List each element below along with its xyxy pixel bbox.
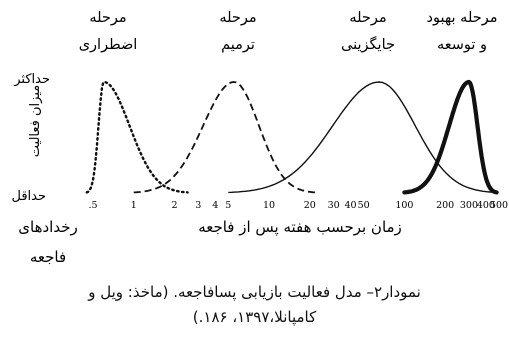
y-max-label: حداکثر [13,72,50,87]
phase-title-3-line-2: جایگزینی [341,36,395,53]
x-tick-label: 3 [195,200,201,211]
y-axis-label: میزان فعالیت [28,85,43,157]
x-tick-label: 5 [225,200,231,211]
phase-curve-4 [402,79,499,195]
phase-title-2-line-2: ترمیم [221,37,255,53]
figure-caption-line2: کامپانلا،۱۳۹۷، ۱۸۶.) [192,308,317,326]
phase-title-4-line-2: و توسعه [437,37,487,53]
phase-title-1-line-1: مرحله [89,10,126,26]
x-tick-label: 200 [436,200,454,211]
x-tick-label: 300 [460,200,478,211]
x-tick-label: 400 [477,200,495,211]
x-origin-label-line-1: رخدادهای [18,218,77,236]
phase-curve-3 [228,81,497,194]
x-axis-label: زمان برحسب هفته پس از فاجعه [198,218,402,237]
x-tick-label: 20 [304,200,316,211]
x-origin-label-line-2: فاجعه [30,248,66,266]
x-tick-label: 10 [263,200,275,211]
phase-curve-1 [85,80,189,194]
phase-curve-2 [133,81,316,194]
x-tick-label: 50 [358,200,370,211]
phase-title-1-line-2: اضطراری [79,37,138,53]
x-tick-label: 100 [395,200,413,211]
x-tick-label: 4 [212,200,218,211]
phase-curves [85,79,499,195]
figure-caption-line1: نمودار۲– مدل فعالیت بازیابی پسافاجعه. (م… [88,283,421,301]
x-tick-label: 30 [328,200,340,211]
x-tick-label: 40 [345,200,357,211]
x-origin-label: رخدادهای فاجعه [18,218,77,266]
x-tick-label: 500 [490,200,508,211]
phase-titles: مرحله اضطراری مرحله ترمیم مرحله جایگزینی مرحله… [79,10,498,53]
phase-title-2-line-1: مرحله [219,10,256,26]
phase-title-4-line-1: مرحله بهبود [427,10,498,26]
x-tick-label: .5 [88,200,97,211]
phase-title-3-line-1: مرحله [349,10,386,26]
y-min-label: حداقل [11,189,46,204]
x-tick-label: 2 [171,200,177,211]
x-tick-label: 1 [131,200,137,211]
